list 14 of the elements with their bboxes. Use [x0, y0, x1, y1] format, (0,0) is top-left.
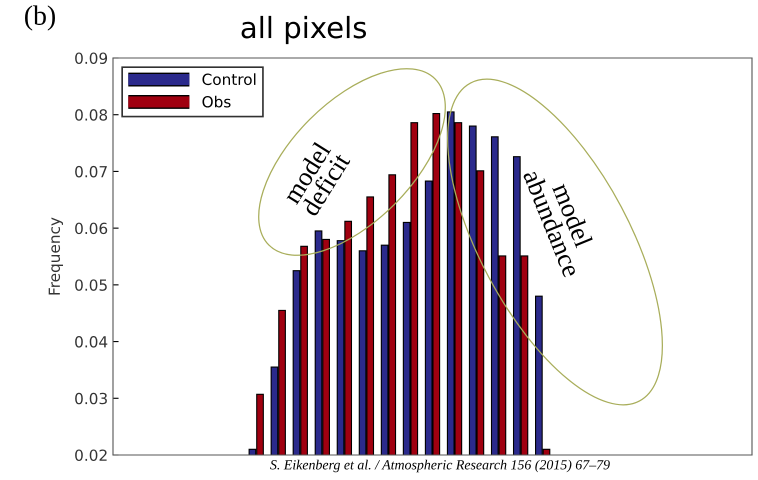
text: (b)	[25, 5, 55, 31]
text: S. Eikenberg et al. / Atmospheric Research 156 (2015) 67–79	[270, 460, 610, 472]
y-tick-label: 0.08	[75, 109, 108, 121]
y-tick-label: 0.02	[75, 449, 107, 462]
y-tick-label: 0.06	[75, 222, 108, 234]
y-tick-label: 0.04	[75, 336, 108, 348]
y-tick-label: 0.07	[75, 166, 107, 178]
y-tick-label: 0.09	[75, 52, 108, 64]
legend-label: Control	[202, 73, 256, 86]
y-tick-label: 0.05	[75, 279, 107, 291]
y-axis-title: Frequency	[48, 217, 64, 294]
chart-title: all pixels	[242, 16, 366, 44]
legend-label: Obs	[202, 96, 231, 108]
y-tick-label: 0.03	[75, 392, 107, 404]
